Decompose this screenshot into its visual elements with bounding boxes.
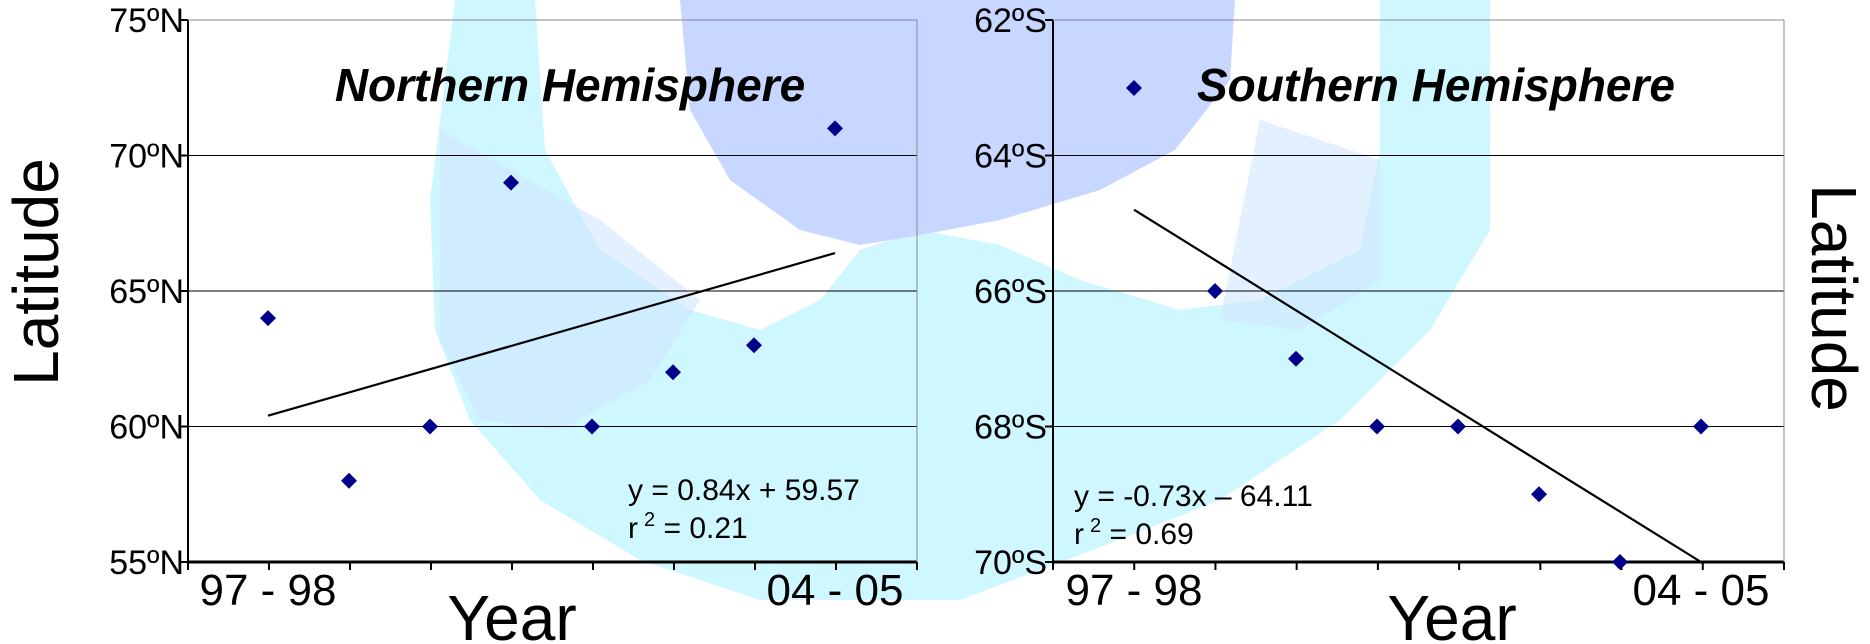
axes: [180, 19, 918, 570]
data-point: [1450, 418, 1466, 435]
map-shape-land: [440, 130, 700, 430]
trendline: [1133, 208, 1702, 563]
trendline: [267, 252, 836, 417]
data-point: [1207, 283, 1223, 299]
data-point: [260, 310, 276, 327]
y-tick-label: 62ºS: [974, 2, 1047, 40]
data-points: [1207, 283, 1709, 570]
y-tick-label: 60ºN: [109, 409, 184, 447]
legend: [1126, 80, 1142, 96]
panel-southern: 70ºS 68ºS 66ºS 64ºS 62ºS 97 - 98 04 - 05 South…: [974, 2, 1870, 644]
x-tick-label: 97 - 98: [200, 566, 337, 615]
y-tick-label: 70ºS: [974, 544, 1047, 582]
x-tick-label: 97 - 98: [1066, 566, 1203, 615]
trend-equation: y = -0.73x – 64.11: [1074, 480, 1313, 513]
map-shape-ocean: [430, 0, 1490, 600]
y-tick-label: 55ºN: [109, 544, 184, 582]
y-axis-title: Latitude: [1798, 184, 1870, 412]
data-point: [503, 174, 519, 191]
data-point: [746, 337, 762, 354]
map-shape-continent: [680, 0, 1235, 245]
panel-title: Northern Hemisphere: [335, 59, 805, 111]
panel-northern: 55ºN 60ºN 65ºN 70ºN 75ºN 97 - 98 04 - 05 North…: [0, 2, 918, 644]
x-tick-label: 04 - 05: [767, 566, 904, 615]
data-point: [1288, 350, 1304, 367]
data-point: [341, 472, 357, 489]
tick-labels: 55ºN 60ºN 65ºN 70ºN 75ºN 97 - 98 04 - 05: [109, 2, 903, 615]
y-tick-label: 68ºS: [974, 409, 1047, 447]
y-tick-label: 75ºN: [109, 2, 184, 40]
data-point: [1531, 486, 1547, 503]
data-point: [827, 120, 843, 137]
y-tick-label: 64ºS: [974, 138, 1047, 176]
data-point: [584, 418, 600, 435]
background-map: [430, 0, 1490, 600]
axes: [1045, 19, 1785, 570]
y-tick-label: 70ºN: [109, 138, 184, 176]
tick-labels: 70ºS 68ºS 66ºS 64ºS 62ºS 97 - 98 04 - 05: [974, 2, 1769, 615]
trend-equation: y = 0.84x + 59.57: [628, 474, 860, 507]
data-points: [260, 120, 843, 489]
map-shape-land: [1220, 120, 1380, 330]
y-axis-title: Latitude: [0, 158, 72, 386]
trendline-line: [267, 252, 836, 417]
panel-title: Southern Hemisphere: [1197, 59, 1675, 111]
x-axis-title: Year: [1387, 582, 1516, 644]
x-axis-title: Year: [447, 582, 576, 644]
data-point: [422, 418, 438, 435]
y-tick-label: 65ºN: [109, 273, 184, 311]
legend-marker: [1126, 80, 1142, 96]
trendline-line: [1133, 208, 1702, 563]
data-point: [665, 364, 681, 381]
y-tick-label: 66ºS: [974, 273, 1047, 311]
data-point: [1369, 418, 1385, 435]
x-tick-label: 04 - 05: [1633, 566, 1770, 615]
data-point: [1612, 554, 1628, 570]
data-point: [1693, 418, 1709, 435]
